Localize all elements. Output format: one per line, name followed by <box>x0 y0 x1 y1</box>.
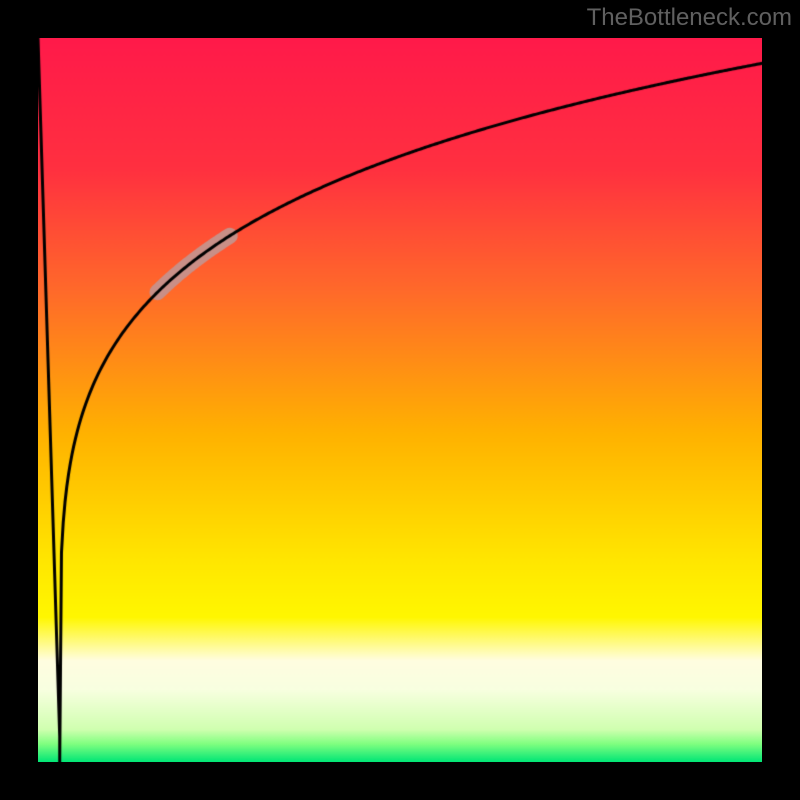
chart-container: TheBottleneck.com <box>0 0 800 800</box>
bottleneck-curve <box>38 38 762 762</box>
watermark-text: TheBottleneck.com <box>587 4 792 32</box>
